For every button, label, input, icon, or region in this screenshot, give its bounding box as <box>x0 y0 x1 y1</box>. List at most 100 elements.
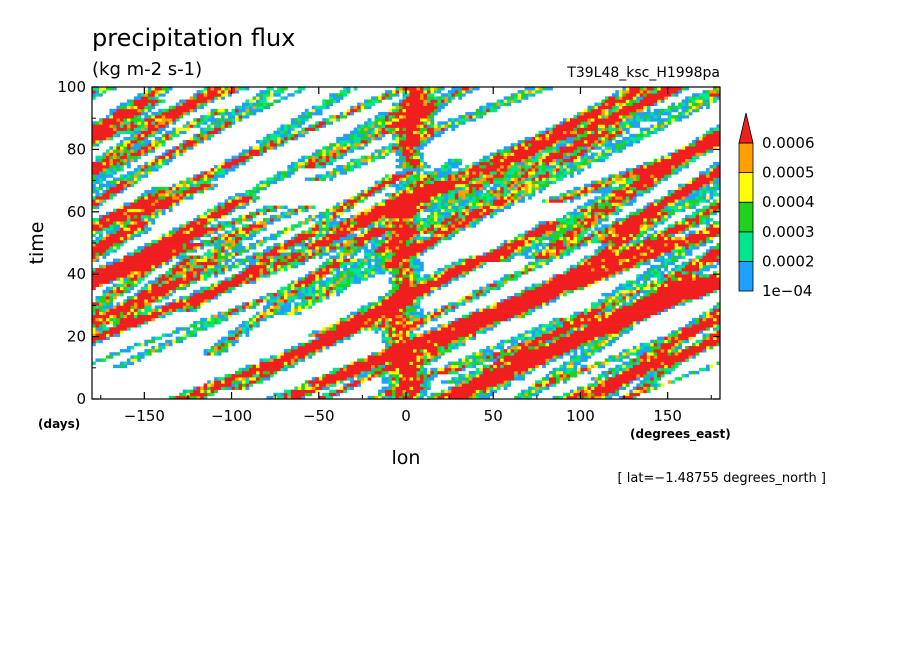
heatmap-cell <box>179 199 184 203</box>
heatmap-cell <box>692 246 700 250</box>
heatmap-cell <box>378 321 382 325</box>
heatmap-cell <box>503 383 508 387</box>
heatmap-cell <box>664 361 675 365</box>
heatmap-cell <box>419 230 424 234</box>
heatmap-cell <box>639 349 651 353</box>
heatmap-cell <box>392 277 396 281</box>
heatmap-cell <box>500 243 504 247</box>
heatmap-cell <box>500 258 508 263</box>
heatmap-cell <box>475 186 480 191</box>
heatmap-cell <box>252 252 257 256</box>
heatmap-cell <box>385 327 389 331</box>
heatmap-cell <box>92 333 96 337</box>
heatmap-cell <box>231 277 246 281</box>
heatmap-cell <box>388 174 393 178</box>
heatmap-cell <box>699 218 703 222</box>
heatmap-cell <box>419 383 424 387</box>
heatmap-cell <box>343 258 351 263</box>
heatmap-cell <box>569 189 574 194</box>
heatmap-cell <box>604 377 609 381</box>
heatmap-cell <box>503 277 515 281</box>
heatmap-cell <box>444 165 449 169</box>
heatmap-cell <box>542 165 546 169</box>
heatmap-cell <box>102 168 107 172</box>
heatmap-cell <box>301 277 306 281</box>
heatmap-cell <box>172 233 204 238</box>
heatmap-cell <box>186 327 190 331</box>
heatmap-cell <box>322 292 327 297</box>
heatmap-cell <box>419 392 424 397</box>
heatmap-cell <box>594 252 599 256</box>
heatmap-cell <box>622 186 627 191</box>
heatmap-cell <box>311 280 316 284</box>
heatmap-cell <box>179 264 184 269</box>
heatmap-cell <box>556 370 564 375</box>
heatmap-cell <box>301 358 306 362</box>
heatmap-cell <box>353 243 365 247</box>
heatmap-cell <box>454 224 466 228</box>
heatmap-cell <box>123 161 128 166</box>
heatmap-cell <box>189 258 194 263</box>
heatmap-cell <box>158 299 163 303</box>
heatmap-cell <box>611 205 616 209</box>
heatmap-cell <box>660 274 665 278</box>
heatmap-cell <box>594 202 599 206</box>
heatmap-cell <box>381 214 386 219</box>
heatmap-cell <box>716 317 721 322</box>
heatmap-cell <box>276 355 281 359</box>
heatmap-cell <box>371 267 375 272</box>
heatmap-cell <box>660 349 665 353</box>
heatmap-cell <box>653 258 665 263</box>
heatmap-cell <box>653 377 658 381</box>
heatmap-cell <box>126 171 135 175</box>
heatmap-cell <box>217 339 225 344</box>
heatmap-cell <box>674 330 679 334</box>
heatmap-cell <box>423 386 428 390</box>
heatmap-cell <box>315 236 320 241</box>
heatmap-cell <box>112 161 117 166</box>
heatmap-cell <box>611 358 616 362</box>
heatmap-cell <box>182 327 187 331</box>
heatmap-cell <box>133 168 138 172</box>
heatmap-cell <box>203 233 208 238</box>
heatmap-cell <box>214 183 218 188</box>
heatmap-cell <box>639 258 644 263</box>
heatmap-cell <box>440 233 445 238</box>
heatmap-cell <box>193 267 204 272</box>
heatmap-cell <box>650 377 655 381</box>
heatmap-cell <box>716 183 721 188</box>
heatmap-cell <box>242 236 246 241</box>
heatmap-cell <box>364 252 372 256</box>
heatmap-cell <box>221 252 225 256</box>
heatmap-cell <box>283 255 288 259</box>
heatmap-cell <box>706 311 710 316</box>
heatmap-cell <box>102 289 110 294</box>
heatmap-cell <box>650 174 655 178</box>
heatmap-cell <box>552 221 560 225</box>
heatmap-cell <box>653 352 658 356</box>
heatmap-cell <box>604 305 609 309</box>
heatmap-cell <box>528 336 536 341</box>
heatmap-cell <box>339 171 347 175</box>
heatmap-cell <box>360 258 365 263</box>
heatmap-cell <box>510 165 518 169</box>
heatmap-cell <box>636 264 641 269</box>
heatmap-cell <box>472 296 477 300</box>
heatmap-cell <box>510 196 515 200</box>
heatmap-cell <box>667 336 672 341</box>
heatmap-cell <box>451 342 456 347</box>
heatmap-cell <box>322 392 330 397</box>
heatmap-cell <box>168 342 173 347</box>
heatmap-cell <box>200 177 204 181</box>
heatmap-cell <box>636 255 658 259</box>
heatmap-cell <box>524 267 529 272</box>
heatmap-cell <box>475 180 484 185</box>
heatmap-cell <box>667 380 672 384</box>
heatmap-cell <box>716 336 721 341</box>
heatmap-cell <box>392 377 396 381</box>
heatmap-cell <box>249 280 257 284</box>
heatmap-cell <box>632 386 637 390</box>
heatmap-cell <box>625 302 630 306</box>
heatmap-cell <box>664 336 668 341</box>
heatmap-cell <box>528 345 536 350</box>
